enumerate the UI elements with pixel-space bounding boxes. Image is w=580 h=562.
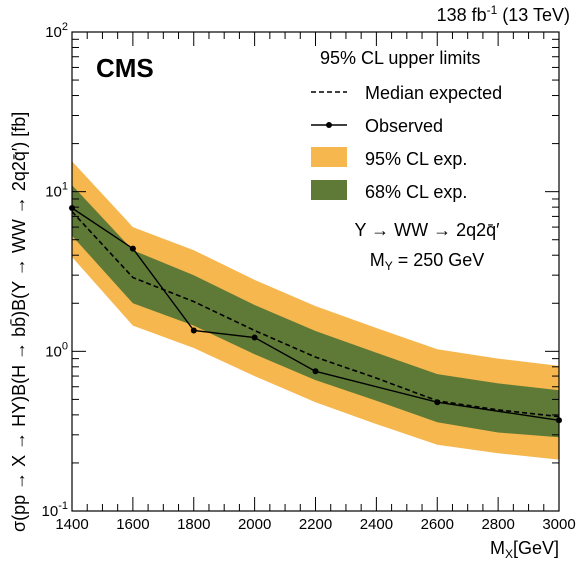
mass-sub: Y bbox=[385, 259, 393, 273]
y-tick-label: 100 bbox=[45, 340, 68, 360]
x-axis-title: MX[GeV] bbox=[490, 538, 559, 561]
x-tick-label: 1400 bbox=[55, 516, 88, 533]
legend-observed-marker bbox=[326, 122, 332, 128]
lumi-value: 138 fb bbox=[437, 5, 487, 25]
energy-label: (13 TeV) bbox=[502, 5, 570, 25]
luminosity-label: 138 fb-1 (13 TeV) bbox=[437, 3, 570, 25]
observed-point bbox=[434, 399, 441, 406]
mass-annotation: MY = 250 GeV bbox=[370, 250, 485, 273]
observed-point bbox=[129, 245, 136, 252]
legend-title: 95% CL upper limits bbox=[320, 48, 480, 68]
observed-point bbox=[312, 368, 319, 375]
x-axis-sub: X bbox=[505, 547, 513, 561]
x-tick-label: 2600 bbox=[421, 516, 454, 533]
legend-observed-label: Observed bbox=[365, 116, 443, 136]
observed-point bbox=[251, 334, 258, 341]
x-tick-label: 2200 bbox=[299, 516, 332, 533]
limit-curves bbox=[69, 205, 562, 424]
legend-band95-label: 95% CL exp. bbox=[365, 149, 467, 169]
x-tick-label: 3000 bbox=[542, 516, 575, 533]
axis-tick-labels: 1400 1600 1800 2000 2200 2400 2600 2800 3000 10-1… bbox=[42, 21, 576, 533]
axis-ticks bbox=[71, 31, 560, 512]
legend-band68-label: 68% CL exp. bbox=[365, 182, 467, 202]
y-tick-label: 101 bbox=[45, 181, 68, 201]
legend: 95% CL upper limits Median expected Obse… bbox=[311, 48, 502, 202]
legend-band68-symbol bbox=[311, 180, 347, 200]
x-tick-label: 2400 bbox=[360, 516, 393, 533]
process-annotation: Y → WW → 2q2q̄′ bbox=[354, 220, 500, 240]
y-axis-title: σ(pp → X → HY)B(H → bb̄)B(Y → WW → 2q2q̄… bbox=[9, 112, 29, 532]
band-68 bbox=[72, 185, 559, 438]
x-tick-label: 1800 bbox=[177, 516, 210, 533]
experiment-label: CMS bbox=[96, 53, 154, 83]
lumi-exponent: -1 bbox=[487, 3, 498, 17]
x-axis-main: M bbox=[490, 538, 505, 558]
mass-prefix: M bbox=[370, 250, 385, 270]
mass-value: = 250 GeV bbox=[393, 250, 485, 270]
legend-expected-label: Median expected bbox=[365, 83, 502, 103]
observed-point bbox=[190, 327, 197, 334]
x-axis-unit: [GeV] bbox=[513, 538, 559, 558]
y-tick-label: 102 bbox=[45, 21, 68, 41]
legend-band95-symbol bbox=[311, 147, 347, 167]
x-tick-label: 2000 bbox=[238, 516, 271, 533]
y-tick-label: 10-1 bbox=[42, 500, 68, 520]
expected-line bbox=[71, 211, 560, 418]
x-tick-label: 2800 bbox=[481, 516, 514, 533]
x-tick-label: 1600 bbox=[116, 516, 149, 533]
uncertainty-bands bbox=[72, 161, 559, 460]
